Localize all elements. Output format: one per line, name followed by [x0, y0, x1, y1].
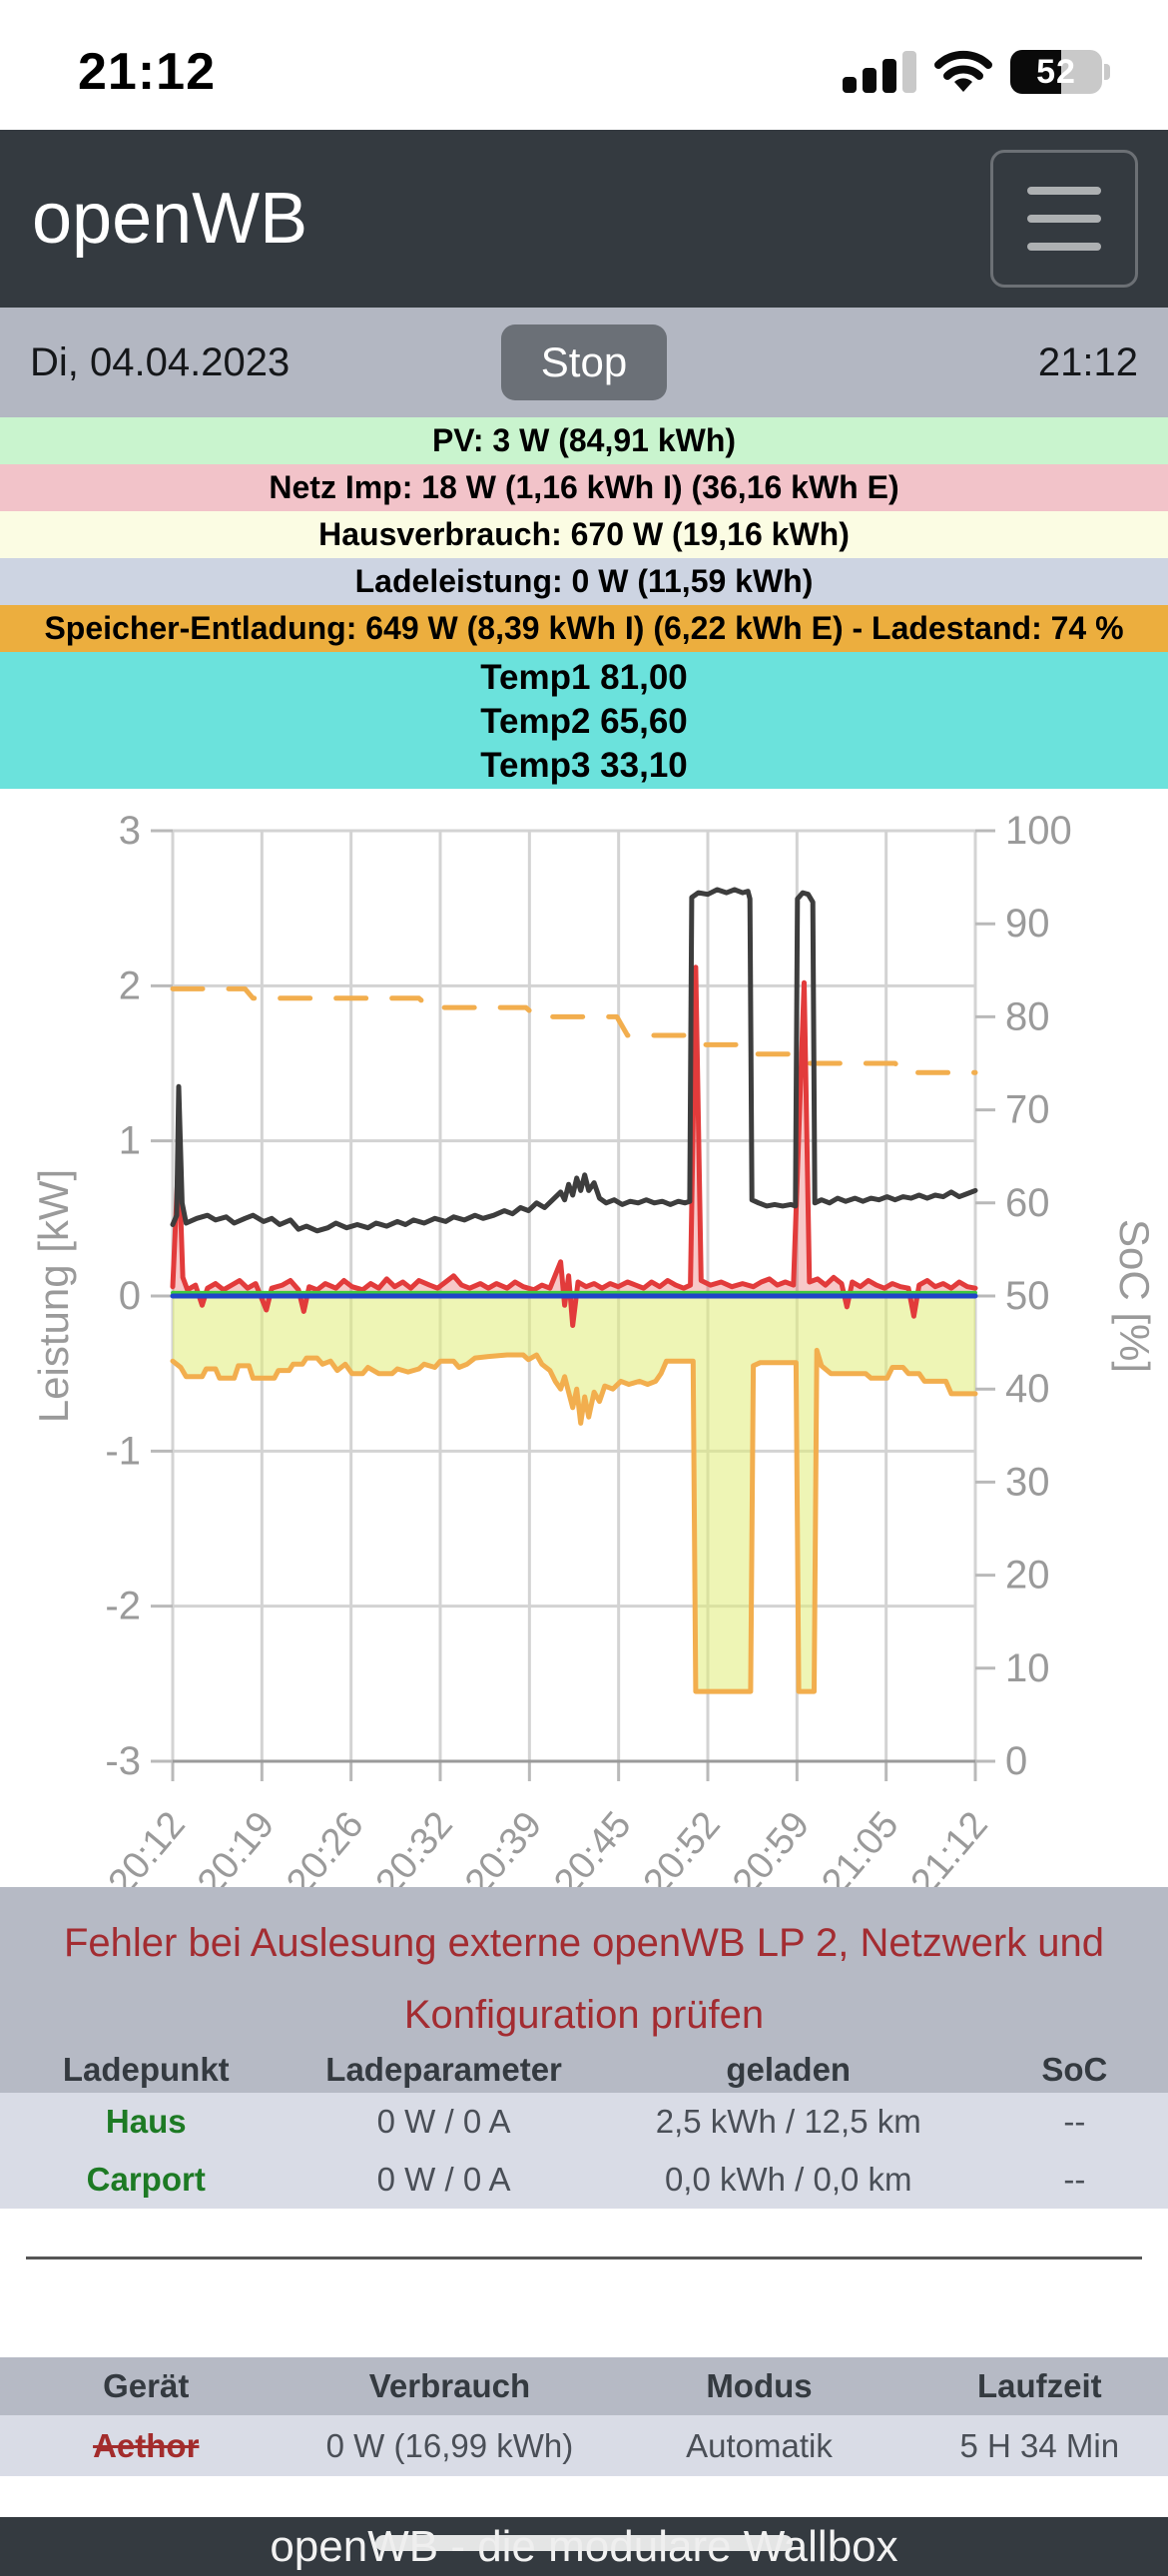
error-message: Fehler bei Auslesung externe openWB LP 2… [63, 1921, 1105, 2037]
ios-home-indicator[interactable] [375, 2535, 793, 2551]
hamburger-bar [1027, 215, 1101, 223]
chargepoint-name: Carport [86, 2161, 206, 2198]
svg-text:2: 2 [119, 964, 141, 1007]
current-time: 21:12 [1037, 339, 1138, 384]
stop-button[interactable]: Stop [500, 324, 668, 400]
svg-text:30: 30 [1005, 1460, 1050, 1504]
hamburger-bar [1027, 187, 1101, 195]
charged-amount: 0,0 kWh / 0,0 km [664, 2161, 912, 2198]
chargepoint-table-header: Ladepunkt Ladeparameter geladen SoC [0, 2047, 1168, 2093]
device-consumption: 0 W (16,99 kWh) [325, 2426, 574, 2464]
status-bar-time: 21:12 [78, 43, 216, 101]
app-header: openWB [0, 130, 1168, 308]
col-geraet: Gerät [103, 2367, 190, 2404]
chargepoint-section: Fehler bei Auslesung externe openWB LP 2… [0, 1887, 1168, 2209]
svg-text:40: 40 [1005, 1367, 1050, 1411]
power-soc-chart-container: 20:12 20:19 20:26 20:32 20:39 20:45 20:52 20:59… [0, 789, 1168, 1887]
chargepoint-name: Haus [105, 2103, 187, 2140]
device-table-header: Gerät Verbrauch Modus Laufzeit [0, 2357, 1168, 2415]
col-soc: SoC [1041, 2051, 1108, 2088]
power-soc-chart[interactable]: 20:1220:1920:2620:3220:3920:4520:5220:59… [0, 789, 1168, 1887]
temp2-row: Temp2 65,60 [480, 702, 688, 741]
wifi-icon [934, 50, 992, 92]
battery-percentage: 52 [1036, 52, 1076, 91]
col-verbrauch: Verbrauch [368, 2367, 531, 2404]
chargepoint-table: Ladepunkt Ladeparameter geladen SoC Haus… [0, 2047, 1168, 2209]
svg-text:70: 70 [1005, 1088, 1050, 1132]
svg-text:Leistung [kW]: Leistung [kW] [30, 1169, 77, 1423]
svg-text:20:19: 20:19 [190, 1804, 283, 1887]
soc-value: -- [1063, 2103, 1086, 2140]
col-modus: Modus [706, 2367, 813, 2404]
date-bar: Di, 04.04.2023 Stop 21:12 [0, 308, 1168, 417]
battery-cap [1104, 64, 1110, 80]
status-row-grid-import: Netz Imp: 18 W (1,16 kWh I) (36,16 kWh E… [0, 464, 1168, 511]
battery-icon: 52 [1010, 50, 1102, 94]
svg-text:20:32: 20:32 [368, 1804, 461, 1887]
svg-text:100: 100 [1005, 809, 1072, 853]
svg-text:80: 80 [1005, 994, 1050, 1038]
section-gap [0, 2256, 1168, 2357]
brand-title: openWB [32, 179, 308, 259]
svg-text:-1: -1 [105, 1429, 141, 1473]
hamburger-bar [1027, 243, 1101, 251]
svg-text:0: 0 [1005, 1739, 1027, 1783]
status-row-battery-discharge: Speicher-Entladung: 649 W (8,39 kWh I) (… [0, 605, 1168, 652]
svg-text:60: 60 [1005, 1181, 1050, 1225]
svg-text:3: 3 [119, 809, 141, 853]
svg-text:10: 10 [1005, 1646, 1050, 1690]
svg-text:20:26: 20:26 [279, 1804, 371, 1887]
status-row-pv: PV: 3 W (84,91 kWh) [0, 417, 1168, 464]
svg-text:20:59: 20:59 [725, 1804, 818, 1887]
svg-text:-3: -3 [105, 1739, 141, 1783]
svg-text:20:12: 20:12 [101, 1804, 194, 1887]
horizontal-divider [26, 2256, 1142, 2259]
col-laufzeit: Laufzeit [976, 2367, 1102, 2404]
svg-text:SoC [%]: SoC [%] [1111, 1219, 1158, 1373]
cellular-signal-icon [843, 51, 916, 93]
svg-text:21:12: 21:12 [903, 1804, 996, 1887]
table-row-aethor: Aethor 0 W (16,99 kWh) Automatik 5 H 34 … [0, 2415, 1168, 2476]
charge-params: 0 W / 0 A [376, 2161, 511, 2198]
svg-text:0: 0 [119, 1274, 141, 1318]
temperature-panel: Temp1 81,00 Temp2 65,60 Temp3 33,10 [0, 652, 1168, 789]
col-ladeparameter: Ladeparameter [325, 2051, 562, 2088]
table-row-carport: Carport 0 W / 0 A 0,0 kWh / 0,0 km -- [0, 2151, 1168, 2209]
charged-amount: 2,5 kWh / 12,5 km [655, 2103, 921, 2140]
charge-params: 0 W / 0 A [376, 2103, 511, 2140]
device-runtime: 5 H 34 Min [959, 2426, 1120, 2464]
svg-text:20:39: 20:39 [457, 1804, 550, 1887]
svg-text:-2: -2 [105, 1585, 141, 1628]
app-footer: openWB - die modulare Wallbox [0, 2517, 1168, 2576]
device-name: Aethor [93, 2426, 200, 2464]
temp1-row: Temp1 81,00 [480, 658, 688, 697]
col-ladepunkt: Ladepunkt [62, 2051, 230, 2088]
temp3-row: Temp3 33,10 [480, 746, 688, 785]
svg-text:20:45: 20:45 [546, 1804, 639, 1887]
current-date: Di, 04.04.2023 [30, 339, 291, 384]
col-geladen: geladen [726, 2051, 852, 2088]
hamburger-menu-button[interactable] [990, 150, 1138, 288]
svg-text:20:52: 20:52 [636, 1804, 729, 1887]
device-mode: Automatik [686, 2426, 833, 2464]
ios-status-bar: 21:12 52 [0, 0, 1168, 130]
svg-text:21:05: 21:05 [814, 1804, 906, 1887]
footer-gap [0, 2476, 1168, 2517]
table-row-haus: Haus 0 W / 0 A 2,5 kWh / 12,5 km -- [0, 2093, 1168, 2151]
svg-text:20: 20 [1005, 1554, 1050, 1598]
status-row-house-consumption: Hausverbrauch: 670 W (19,16 kWh) [0, 511, 1168, 558]
svg-text:90: 90 [1005, 902, 1050, 946]
status-row-charge-power: Ladeleistung: 0 W (11,59 kWh) [0, 558, 1168, 605]
svg-text:50: 50 [1005, 1274, 1050, 1318]
soc-value: -- [1063, 2161, 1086, 2198]
svg-text:1: 1 [119, 1119, 141, 1163]
